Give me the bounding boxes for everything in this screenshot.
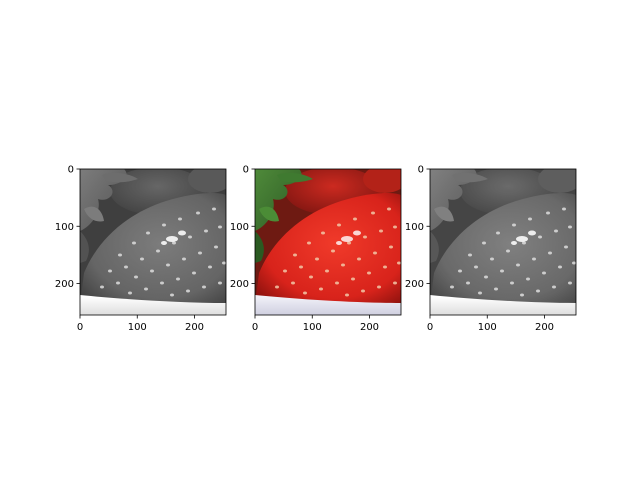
panel-color: 0 100 200 0 100 200 xyxy=(230,165,402,333)
x-tick-label: 200 xyxy=(535,322,554,333)
axes-frame xyxy=(79,168,227,316)
x-tick-label: 0 xyxy=(427,322,433,333)
y-tick-label: 200 xyxy=(405,279,424,290)
panel-image-grayscale xyxy=(80,169,226,315)
y-tick-label: 0 xyxy=(243,165,249,176)
x-tick-label: 100 xyxy=(303,322,322,333)
y-tick-label: 100 xyxy=(230,222,249,233)
strawberry-photo xyxy=(255,169,401,315)
y-tick-label: 100 xyxy=(55,222,74,233)
x-tick-label: 0 xyxy=(77,322,83,333)
x-tick-label: 200 xyxy=(360,322,379,333)
y-tick-label: 200 xyxy=(230,279,249,290)
y-tick-label: 100 xyxy=(405,222,424,233)
strawberry-photo xyxy=(430,169,576,315)
y-tick-label: 0 xyxy=(418,165,424,176)
y-tick-label: 0 xyxy=(68,165,74,176)
panel-image-grayscale-reconstructed xyxy=(430,169,576,315)
x-tick-label: 100 xyxy=(478,322,497,333)
panel-grayscale: 0 100 200 0 100 200 xyxy=(55,165,227,333)
strawberry-photo xyxy=(80,169,226,315)
x-tick-label: 200 xyxy=(185,322,204,333)
axes-frame xyxy=(429,168,577,316)
axes-frame xyxy=(254,168,402,316)
x-tick-label: 100 xyxy=(128,322,147,333)
y-tick-label: 200 xyxy=(55,279,74,290)
panel-grayscale-reconstructed: 0 100 200 0 100 200 xyxy=(405,165,577,333)
x-tick-label: 0 xyxy=(252,322,258,333)
panel-image-color xyxy=(255,169,401,315)
